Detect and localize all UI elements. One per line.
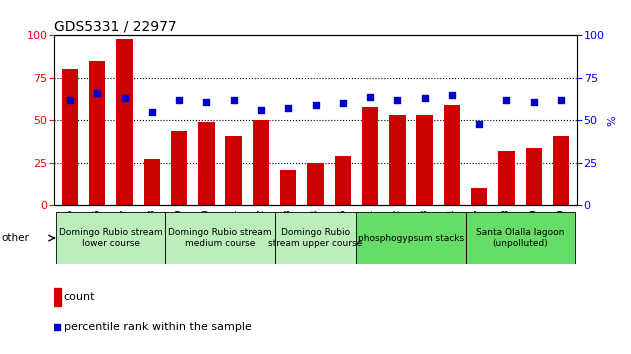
Point <box>256 107 266 113</box>
Bar <box>334 156 351 205</box>
Bar <box>389 115 406 205</box>
Bar <box>253 120 269 205</box>
Point <box>310 102 321 108</box>
Bar <box>62 69 78 205</box>
Point <box>119 96 129 101</box>
Point <box>228 97 239 103</box>
Point <box>201 99 211 104</box>
Point <box>502 97 512 103</box>
Text: Domingo Rubio stream
lower course: Domingo Rubio stream lower course <box>59 228 163 248</box>
Point <box>392 97 403 103</box>
Point <box>283 105 293 111</box>
Point <box>338 101 348 106</box>
Text: phosphogypsum stacks: phosphogypsum stacks <box>358 234 464 242</box>
Point <box>420 96 430 101</box>
Bar <box>280 170 297 205</box>
Bar <box>307 163 324 205</box>
Point <box>447 92 457 98</box>
Point <box>529 99 539 104</box>
Text: Domingo Rubio
stream upper course: Domingo Rubio stream upper course <box>268 228 363 248</box>
Point <box>556 97 566 103</box>
Bar <box>116 39 133 205</box>
Bar <box>165 212 274 264</box>
Bar <box>198 122 215 205</box>
Text: Santa Olalla lagoon
(unpolluted): Santa Olalla lagoon (unpolluted) <box>476 228 564 248</box>
Text: GDS5331 / 22977: GDS5331 / 22977 <box>54 19 176 34</box>
Text: other: other <box>1 233 29 243</box>
Point <box>65 97 75 103</box>
Point <box>147 109 157 115</box>
Bar <box>225 136 242 205</box>
Bar <box>444 105 460 205</box>
Bar <box>274 212 357 264</box>
Bar <box>357 212 466 264</box>
Bar <box>89 61 105 205</box>
Bar <box>526 148 542 205</box>
Point <box>52 325 62 330</box>
Bar <box>362 107 378 205</box>
Bar <box>54 288 61 306</box>
Bar <box>466 212 575 264</box>
Bar <box>144 159 160 205</box>
Bar <box>56 212 165 264</box>
Bar <box>553 136 569 205</box>
Point <box>92 90 102 96</box>
Text: percentile rank within the sample: percentile rank within the sample <box>64 322 252 332</box>
Bar <box>498 151 515 205</box>
Text: count: count <box>64 292 95 302</box>
Bar <box>416 115 433 205</box>
Point <box>365 94 375 99</box>
Text: Domingo Rubio stream
medium course: Domingo Rubio stream medium course <box>168 228 272 248</box>
Bar <box>471 188 487 205</box>
Point <box>174 97 184 103</box>
Point <box>474 121 484 127</box>
Y-axis label: %: % <box>608 115 617 126</box>
Bar <box>171 131 187 205</box>
